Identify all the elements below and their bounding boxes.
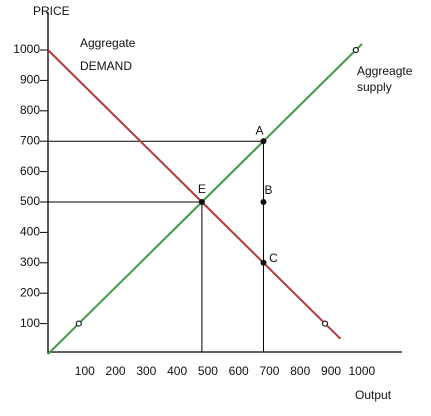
marker — [321, 320, 329, 327]
x-tick-label: 500 — [198, 364, 218, 378]
y-tick-label: 100 — [20, 316, 40, 330]
y-tick-label: 600 — [20, 164, 40, 178]
y-tick-label: 900 — [20, 73, 40, 87]
annotation: Aggregate — [80, 36, 136, 50]
y-tick-label: 300 — [20, 255, 40, 269]
x-tick-label: 200 — [106, 364, 126, 378]
series-line — [47, 49, 342, 340]
marker — [75, 320, 82, 327]
x-axis-label: Output — [355, 388, 392, 402]
y-tick-label: 500 — [20, 194, 40, 208]
x-tick-label: 300 — [136, 364, 156, 378]
point — [260, 199, 267, 205]
series-line — [47, 43, 363, 355]
point — [198, 199, 205, 205]
y-tick-label: 200 — [20, 285, 40, 299]
point — [260, 259, 267, 266]
x-tick-label: 900 — [321, 364, 341, 378]
y-axis-label: PRICE — [33, 4, 70, 18]
y-tick-label: 800 — [20, 103, 40, 117]
annotation: Aggreagte — [357, 64, 413, 78]
x-tick-label: 400 — [167, 364, 187, 378]
x-tick-label: 1000 — [348, 364, 375, 378]
y-tick-label: 1000 — [13, 42, 40, 56]
x-tick-label: 800 — [290, 364, 310, 378]
annotation: DEMAND — [80, 59, 132, 73]
point-label: C — [269, 251, 278, 265]
x-tick-label: 600 — [229, 364, 249, 378]
point-label: A — [255, 123, 263, 137]
point-label: B — [264, 183, 272, 197]
marker — [352, 46, 359, 54]
x-tick-label: 700 — [259, 364, 279, 378]
y-tick-label: 400 — [20, 225, 40, 239]
point — [260, 138, 267, 145]
x-tick-label: 100 — [75, 364, 95, 378]
point-label: E — [198, 182, 206, 196]
annotation: supply — [357, 80, 392, 94]
y-tick-label: 700 — [20, 133, 40, 147]
